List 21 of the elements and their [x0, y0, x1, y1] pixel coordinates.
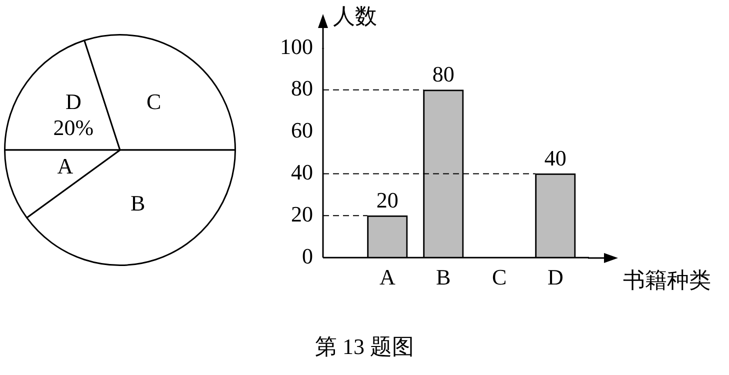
data-label: 20% [53, 114, 94, 140]
x-tick-label: B [436, 264, 451, 290]
y-tick-label: 0 [302, 243, 313, 268]
slice-label: A [57, 154, 74, 179]
text: 第 13 题图 [314, 333, 415, 361]
slice-label: D [65, 88, 82, 114]
x-tick-label: A [379, 264, 396, 290]
x-axis-title: 书籍种类 [623, 268, 711, 294]
slice-label: C [146, 89, 162, 114]
y-axis-title: 人数 [333, 4, 377, 30]
data-label: 80 [432, 62, 454, 87]
y-tick-label: 40 [291, 160, 313, 185]
x-tick-label: D [547, 264, 564, 290]
x-tick-label: C [492, 264, 507, 290]
y-tick-label: 20 [291, 201, 313, 226]
y-tick-label: 80 [291, 76, 313, 101]
data-label: 40 [544, 146, 566, 171]
slice-label: B [130, 190, 146, 216]
data-label: 20 [376, 187, 398, 212]
y-tick-label: 60 [291, 118, 313, 143]
y-tick-label: 100 [280, 34, 313, 59]
